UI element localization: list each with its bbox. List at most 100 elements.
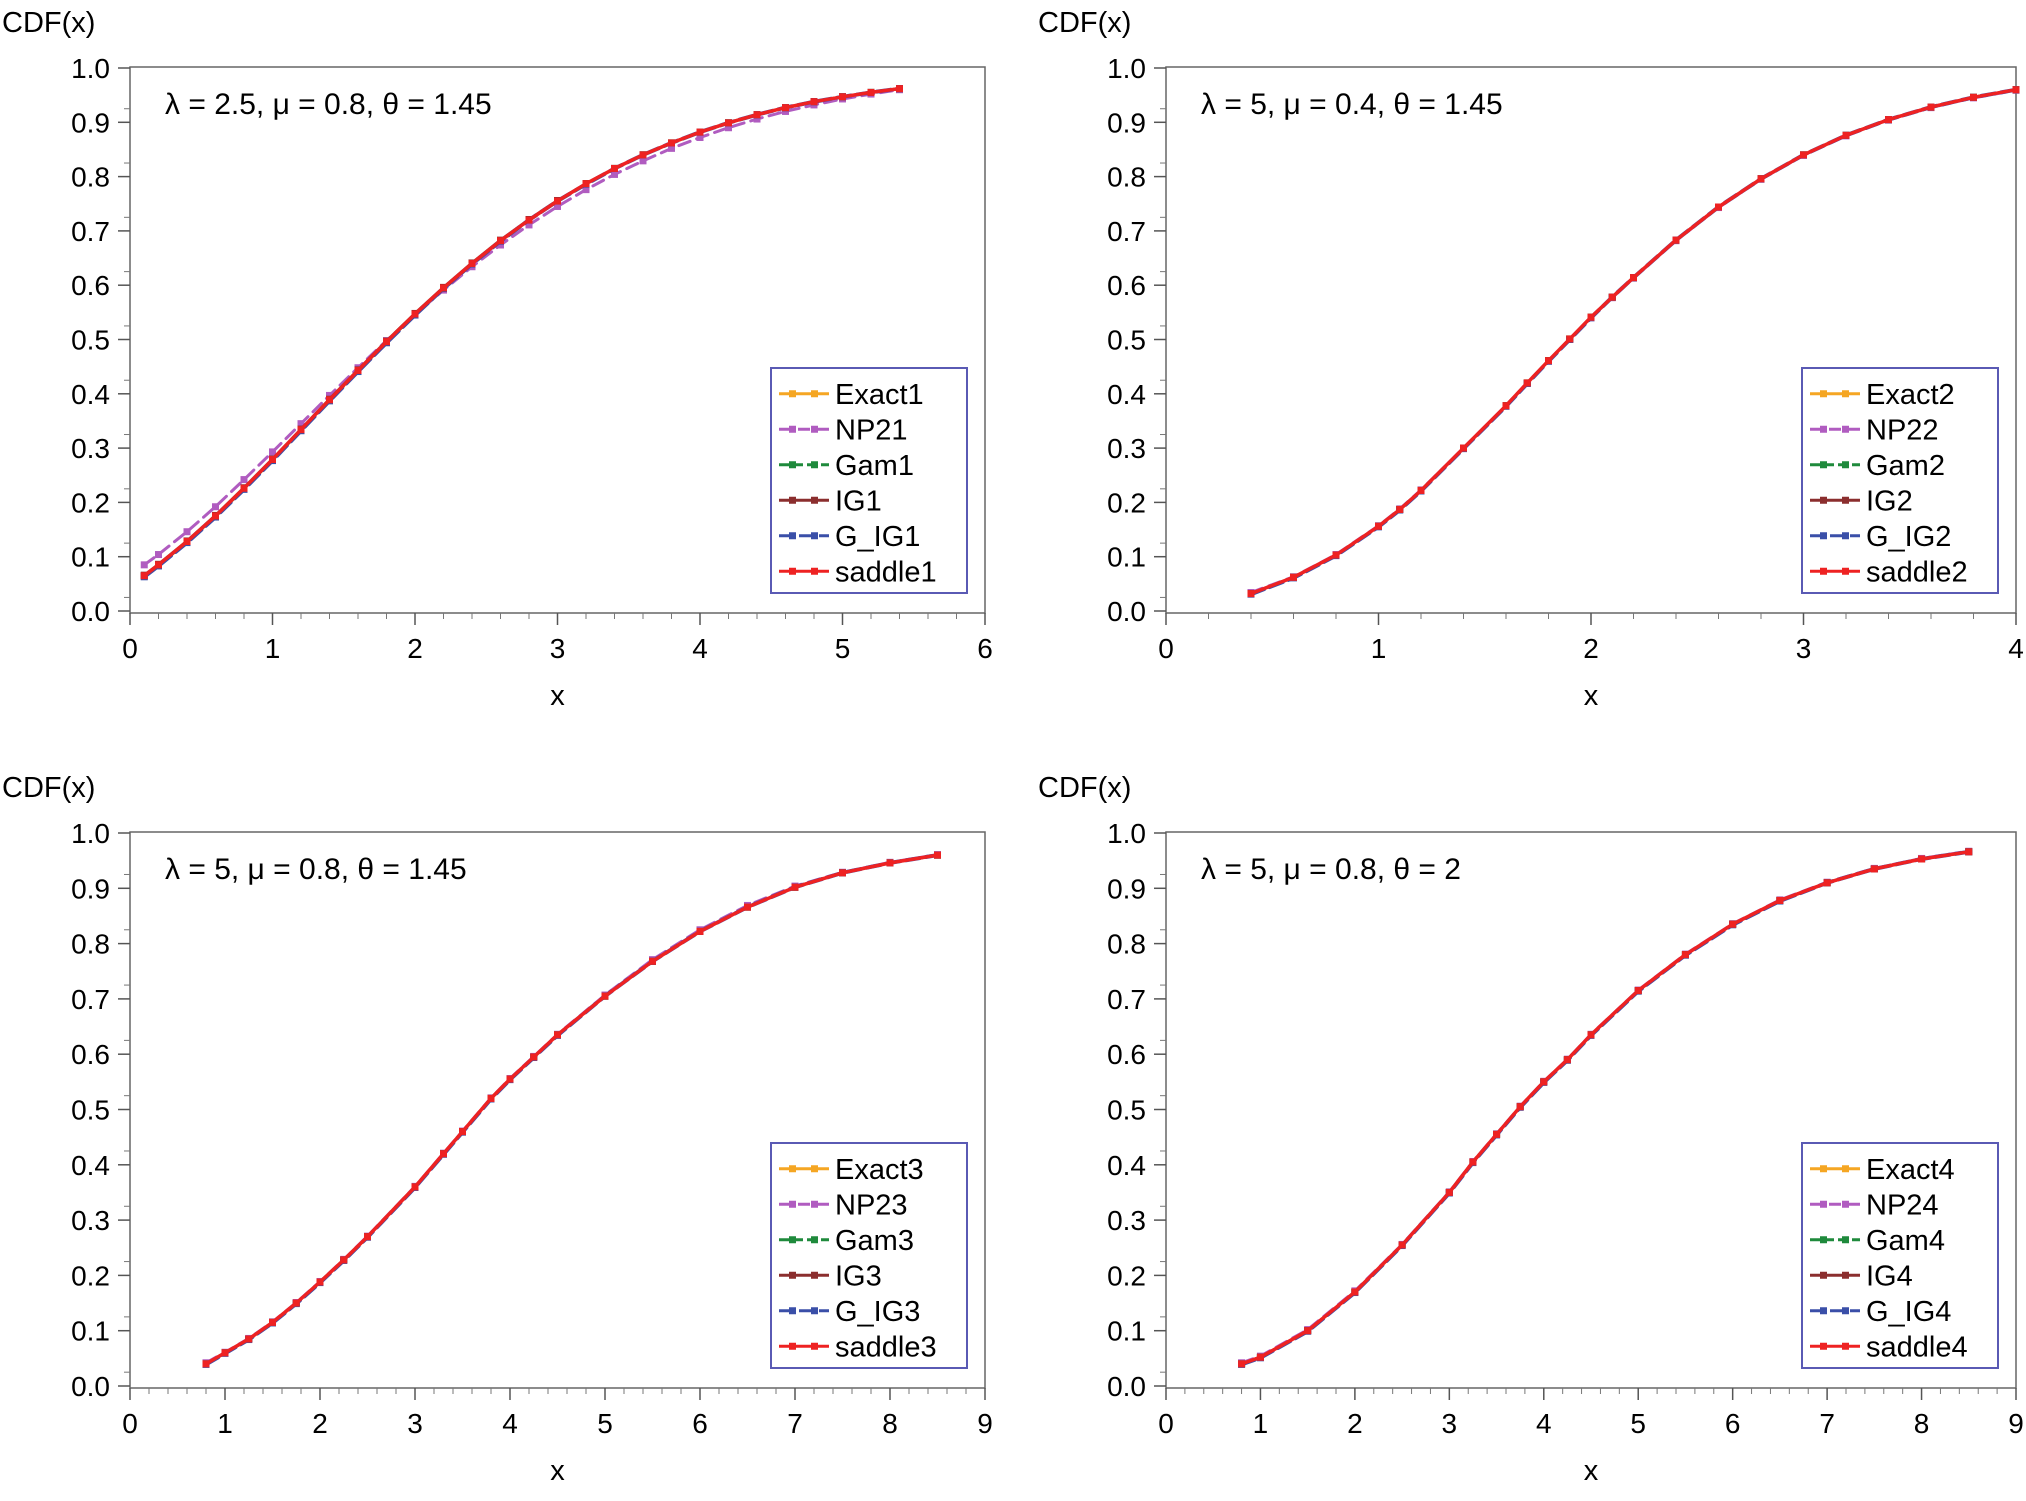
legend-label-Gam3: Gam3 bbox=[835, 1225, 914, 1257]
legend-marker-Gam4 bbox=[1842, 1236, 1849, 1244]
legend-label-IG2: IG2 bbox=[1866, 485, 1913, 517]
series-line-NP21 bbox=[142, 88, 901, 567]
y-tick-label: 0.1 bbox=[71, 542, 110, 573]
data-point-saddle1 bbox=[611, 164, 618, 172]
y-tick-label: 0.0 bbox=[71, 596, 110, 627]
data-point-saddle2 bbox=[1800, 151, 1807, 159]
legend-label-Gam4: Gam4 bbox=[1866, 1225, 1945, 1257]
y-tick-label: 1.0 bbox=[1107, 53, 1146, 84]
y-axis-title: CDF(x) bbox=[1038, 772, 1131, 804]
legend-box bbox=[1801, 367, 1999, 594]
legend-marker-Gam1 bbox=[811, 461, 818, 469]
legend-marker-NP23 bbox=[789, 1200, 796, 1208]
y-tick-label: 0.7 bbox=[1107, 216, 1146, 247]
data-point-NP21 bbox=[668, 144, 675, 152]
legend-marker-G_IG2 bbox=[1842, 532, 1849, 540]
legend-marker-G_IG1 bbox=[811, 532, 818, 540]
y-tick-label: 0.0 bbox=[1107, 596, 1146, 627]
legend-label-Exact2: Exact2 bbox=[1866, 379, 1955, 411]
data-point-NP21 bbox=[611, 170, 618, 178]
legend-marker-Gam2 bbox=[1842, 461, 1849, 469]
data-point-saddle3 bbox=[601, 992, 609, 1000]
x-axis-title: x bbox=[550, 680, 565, 712]
y-tick-label: 0.6 bbox=[71, 1039, 110, 1070]
legend-marker-Exact4 bbox=[1842, 1165, 1849, 1173]
data-point-saddle2 bbox=[1566, 335, 1574, 343]
legend-label-saddle1: saddle1 bbox=[835, 556, 937, 588]
y-tick-label: 0.4 bbox=[1107, 1150, 1146, 1181]
data-point-saddle1 bbox=[468, 259, 476, 267]
data-point-saddle1 bbox=[140, 572, 148, 580]
y-tick-label: 0.2 bbox=[1107, 487, 1146, 518]
data-point-saddle2 bbox=[1502, 402, 1510, 410]
legend-label-saddle2: saddle2 bbox=[1866, 556, 1968, 588]
legend-marker-NP22 bbox=[1842, 425, 1849, 433]
data-point-saddle1 bbox=[668, 139, 675, 147]
legend-label-NP21: NP21 bbox=[835, 414, 908, 446]
legend-marker-NP21 bbox=[811, 425, 818, 433]
data-point-saddle2 bbox=[1587, 313, 1595, 321]
data-point-saddle1 bbox=[383, 338, 390, 346]
data-point-saddle2 bbox=[1927, 103, 1935, 111]
data-point-NP21 bbox=[639, 157, 647, 165]
data-point-saddle2 bbox=[2012, 86, 2020, 94]
y-tick-label: 0.3 bbox=[1107, 1205, 1146, 1236]
data-point-saddle4 bbox=[1587, 1031, 1595, 1039]
data-point-saddle2 bbox=[1842, 131, 1850, 139]
data-point-saddle1 bbox=[896, 85, 903, 93]
data-point-saddle3 bbox=[245, 1335, 253, 1343]
x-tick-label: 8 bbox=[1914, 1408, 1930, 1439]
data-point-saddle3 bbox=[506, 1075, 514, 1083]
data-point-saddle3 bbox=[530, 1053, 538, 1061]
data-point-saddle1 bbox=[867, 88, 875, 96]
legend-marker-NP21 bbox=[789, 425, 796, 433]
legend-marker-IG1 bbox=[811, 496, 818, 504]
parameter-annotation: λ = 2.5, μ = 0.8, θ = 1.45 bbox=[165, 88, 492, 121]
data-point-saddle4 bbox=[1540, 1078, 1548, 1086]
data-point-saddle3 bbox=[839, 869, 846, 877]
x-tick-label: 0 bbox=[122, 633, 138, 664]
y-tick-label: 1.0 bbox=[71, 818, 110, 849]
x-tick-label: 1 bbox=[1253, 1408, 1269, 1439]
x-tick-label: 6 bbox=[1725, 1408, 1741, 1439]
legend-marker-IG4 bbox=[1842, 1271, 1849, 1279]
data-point-NP21 bbox=[326, 391, 333, 399]
y-tick-label: 0.8 bbox=[1107, 929, 1146, 960]
legend-marker-NP23 bbox=[811, 1200, 818, 1208]
data-point-saddle2 bbox=[1460, 444, 1467, 452]
legend-marker-IG2 bbox=[1842, 496, 1849, 504]
data-point-saddle1 bbox=[155, 561, 162, 569]
data-point-saddle2 bbox=[1417, 486, 1425, 494]
data-point-saddle2 bbox=[1672, 236, 1680, 244]
data-point-saddle4 bbox=[1445, 1188, 1453, 1196]
series-line-saddle1 bbox=[142, 86, 902, 578]
data-point-saddle1 bbox=[326, 396, 333, 404]
x-tick-label: 2 bbox=[407, 633, 423, 664]
data-point-saddle3 bbox=[340, 1256, 348, 1264]
data-point-saddle1 bbox=[696, 128, 704, 136]
data-point-saddle3 bbox=[487, 1094, 495, 1102]
data-point-saddle3 bbox=[364, 1233, 371, 1241]
legend-marker-G_IG1 bbox=[789, 532, 796, 540]
data-point-saddle1 bbox=[839, 93, 846, 101]
y-tick-label: 0.6 bbox=[1107, 270, 1146, 301]
legend-marker-saddle2 bbox=[1842, 567, 1849, 575]
x-tick-label: 3 bbox=[550, 633, 566, 664]
chart-panel-2: 0.0 0.1 0.2 0.3 0.4 0.5 0.6 0.7 0.8 0.9 1.0 0 1 2 3 4 CD… bbox=[1038, 7, 2024, 712]
x-tick-label: 0 bbox=[122, 1408, 138, 1439]
y-tick-label: 0.1 bbox=[71, 1316, 110, 1347]
y-tick-label: 0.4 bbox=[1107, 379, 1146, 410]
data-point-saddle3 bbox=[440, 1150, 447, 1158]
data-point-saddle2 bbox=[1396, 505, 1404, 513]
data-point-NP21 bbox=[753, 115, 761, 123]
data-point-saddle4 bbox=[1729, 920, 1737, 928]
data-point-NP21 bbox=[297, 420, 305, 428]
legend-marker-Gam2 bbox=[1820, 461, 1827, 469]
data-point-NP21 bbox=[269, 448, 276, 456]
y-tick-label: 0.6 bbox=[1107, 1039, 1146, 1070]
y-tick-label: 0.4 bbox=[71, 379, 110, 410]
legend-label-saddle4: saddle4 bbox=[1866, 1331, 1968, 1363]
data-point-saddle3 bbox=[696, 927, 704, 935]
